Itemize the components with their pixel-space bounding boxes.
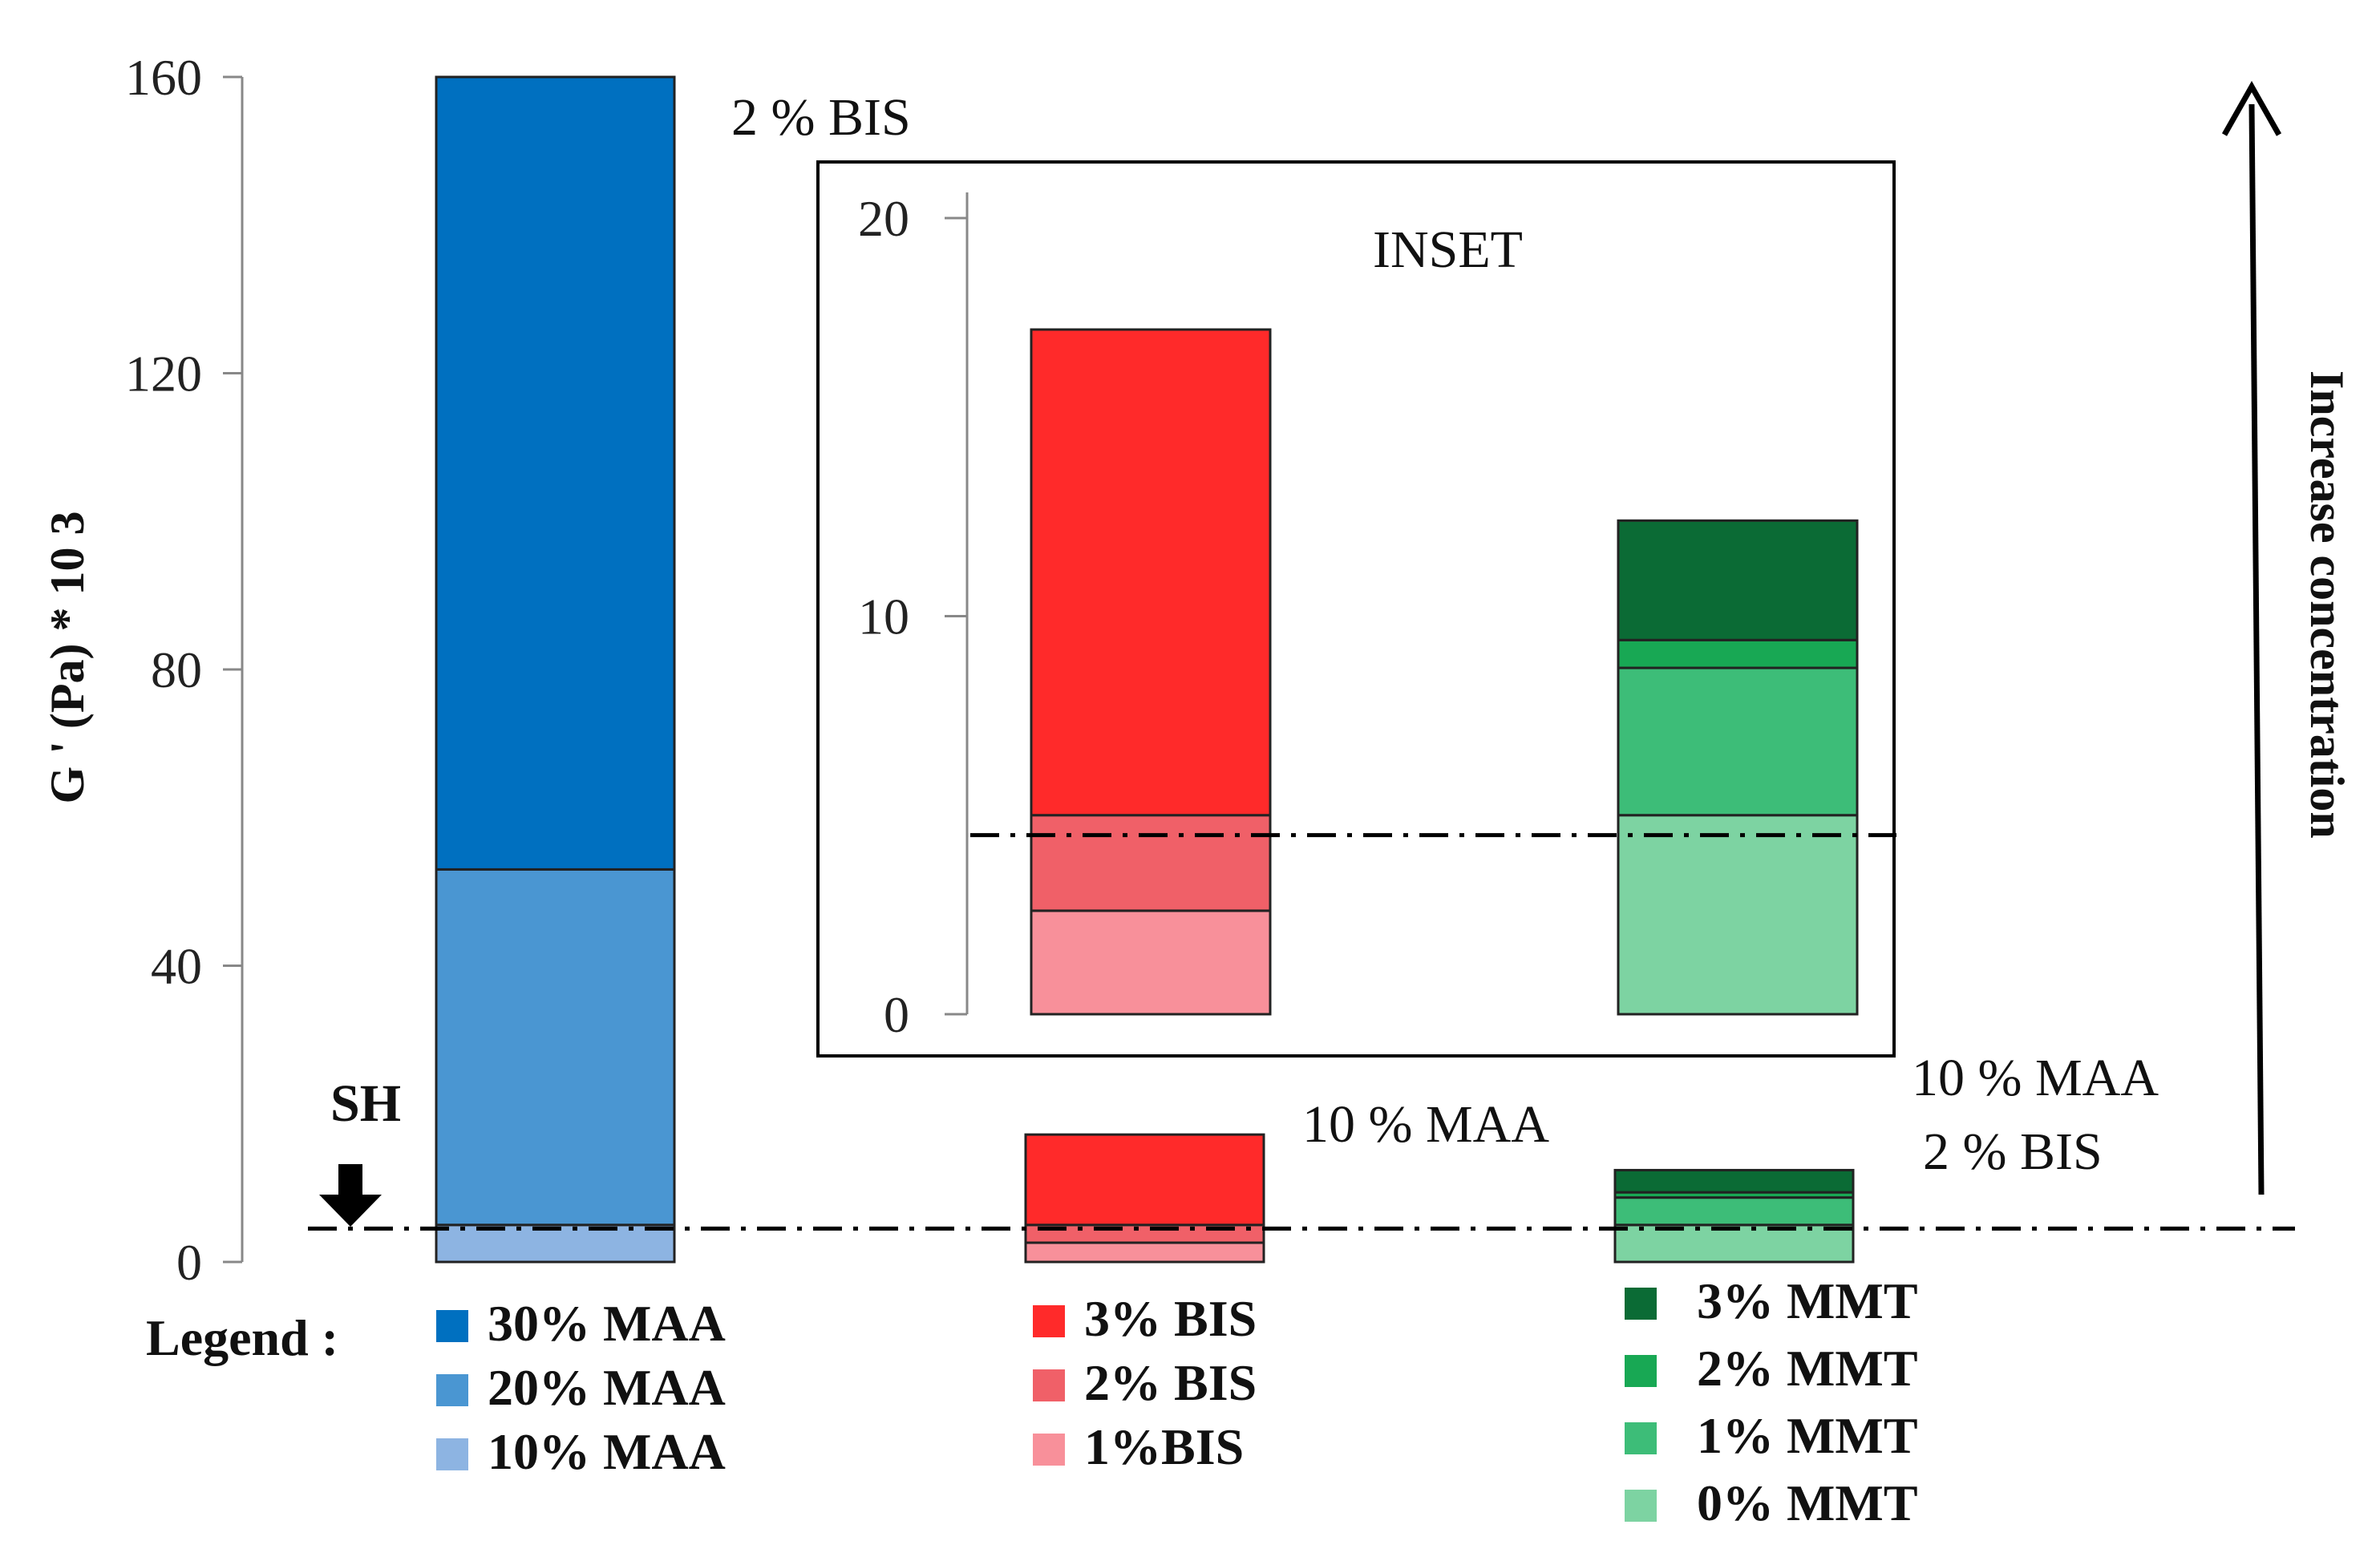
main-y-tick-label: 160 [125,49,202,106]
legend-label-30pct-maa: 30% MAA [488,1295,726,1352]
legend-swatch-30pct-maa [436,1310,468,1342]
legend-label-1pctbis: 1%BIS [1084,1418,1244,1475]
sh-label: SH [330,1074,401,1133]
main-y-tick-label: 120 [125,346,202,402]
legend-swatch-3pct-bis [1033,1305,1065,1337]
legend-swatch-3pct-mmt [1625,1288,1657,1320]
legend-title: Legend : [146,1309,338,1366]
main-y-tick-label: 0 [176,1234,202,1291]
increase-arrow-shaft [2248,103,2265,1195]
inset-bar-segment-2pct-mmt [1617,638,1859,669]
legend-label-20pct-maa: 20% MAA [488,1359,726,1416]
inset-bar-segment-1pct-mmt [1617,666,1859,817]
main-y-tick-label: 40 [151,938,202,995]
mmt-bar-annotation-line2: 2 % BIS [1923,1122,2103,1181]
inset-y-tick-label: 20 [858,190,909,247]
main-y-tick-label: 80 [151,641,202,698]
sh-arrow-head [319,1195,382,1227]
legend-label-2pct-mmt: 2% MMT [1697,1340,1918,1397]
legend-swatch-0pct-mmt [1625,1490,1657,1522]
main-y-axis: 0 40 80 120 160 [125,49,244,1291]
bar-segment-3pct-mmt [1613,1168,1855,1194]
sh-arrow-stem [338,1164,362,1198]
inset-bar-segment-3pct-bis [1030,328,1272,817]
inset-y-axis: 0 10 20 [858,190,969,1043]
legend-swatch-1pctbis [1033,1434,1065,1466]
bar-segment-3pct-bis [1024,1133,1265,1227]
bar-segment-1pctbis [1024,1241,1265,1264]
legend-swatch-10pct-maa [436,1438,468,1470]
bar-segment-20pct-maa [435,867,676,1227]
maa-bar-annotation: 2 % BIS [731,88,911,147]
bar-segment-1pct-mmt [1613,1196,1855,1227]
bar-segment-0pct-mmt [1613,1223,1855,1264]
legend-swatch-1pct-mmt [1625,1422,1657,1454]
inset-y-tick-label: 10 [858,588,909,645]
inset-bar-segment-2pct-bis [1030,814,1272,912]
inset-bars [1030,328,1859,1016]
legend-label-2pct-bis: 2% BIS [1084,1354,1257,1411]
inset-bar-segment-1pctbis [1030,909,1272,1016]
down-arrow-icon [319,1164,382,1227]
legend-label-3pct-bis: 3% BIS [1084,1290,1257,1347]
y-axis-title: G ' (Pa) * 10 3 [41,512,94,804]
main-bars [435,75,1855,1264]
inset-y-tick-label: 0 [884,986,909,1043]
increase-arrow-head [2221,80,2282,136]
bis-bar-annotation: 10 % MAA [1302,1095,1549,1154]
legend-swatch-2pct-bis [1033,1369,1065,1401]
inset-bar-segment-3pct-mmt [1617,519,1859,641]
increase-concentration-label: Increase concentration [2301,370,2354,839]
inset-title: INSET [1373,220,1523,279]
legend-label-3pct-mmt: 3% MMT [1697,1272,1918,1329]
legend-swatch-20pct-maa [436,1374,468,1406]
legend: 30% MAA 20% MAA 10% MAA 3% BIS 2% BIS 1%BIS 3%… [436,1272,1918,1531]
mmt-bar-annotation-line1: 10 % MAA [1912,1049,2159,1107]
legend-swatch-2pct-mmt [1625,1355,1657,1387]
legend-label-10pct-maa: 10% MAA [488,1423,726,1480]
inset-bar-segment-0pct-mmt [1617,814,1859,1016]
legend-label-1pct-mmt: 1% MMT [1697,1407,1918,1464]
legend-label-0pct-mmt: 0% MMT [1697,1474,1918,1531]
bar-segment-30pct-maa [435,75,676,871]
